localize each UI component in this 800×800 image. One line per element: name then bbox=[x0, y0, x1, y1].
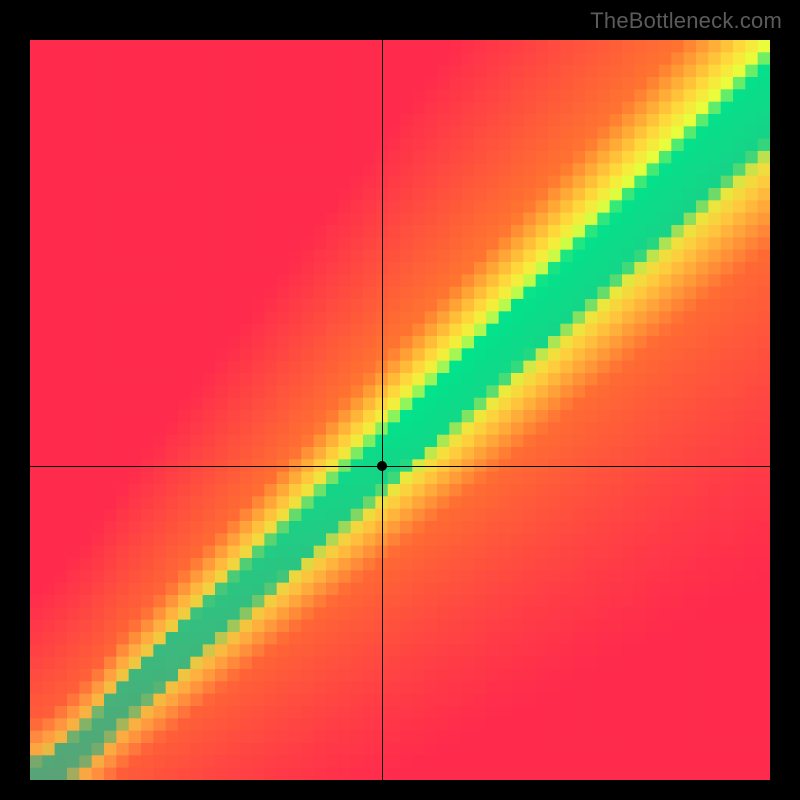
heatmap-canvas bbox=[30, 40, 770, 780]
watermark-text: TheBottleneck.com bbox=[590, 8, 782, 34]
crosshair-vertical bbox=[382, 40, 383, 780]
crosshair-horizontal bbox=[30, 466, 770, 467]
chart-container: TheBottleneck.com bbox=[0, 0, 800, 800]
plot-frame bbox=[30, 40, 770, 780]
data-point-marker bbox=[377, 461, 387, 471]
